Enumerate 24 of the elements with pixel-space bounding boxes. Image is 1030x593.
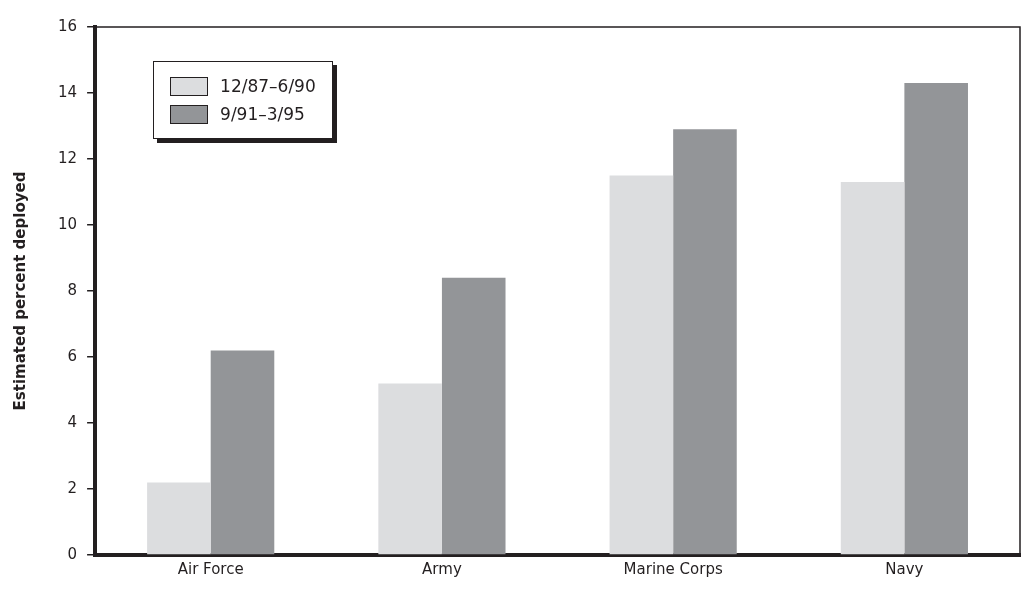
y-tick-label: 4 (67, 412, 78, 431)
x-tick-label: Army (422, 559, 462, 578)
bar (840, 182, 905, 555)
y-tick-label: 0 (67, 544, 78, 563)
y-tick-label: 16 (57, 16, 78, 35)
legend-label: 12/87–6/90 (220, 75, 316, 98)
bar (378, 383, 442, 555)
legend-label: 9/91–3/95 (220, 103, 305, 126)
bar (904, 83, 968, 555)
y-tick-label: 8 (67, 280, 78, 299)
bar (147, 482, 211, 555)
y-tick-label: 10 (57, 214, 78, 233)
y-tick-label: 6 (67, 346, 78, 365)
y-tick-label: 12 (57, 148, 78, 167)
y-axis-title: Estimated percent deployed (10, 171, 29, 411)
y-tick-label: 2 (67, 478, 78, 497)
bar (210, 350, 275, 555)
x-tick-label: Marine Corps (623, 559, 723, 578)
bar (441, 277, 506, 555)
bar (609, 175, 674, 555)
x-tick-label: Navy (885, 559, 924, 578)
y-tick-label: 14 (57, 82, 78, 101)
x-tick-label: Air Force (177, 559, 244, 578)
bar (673, 129, 737, 555)
